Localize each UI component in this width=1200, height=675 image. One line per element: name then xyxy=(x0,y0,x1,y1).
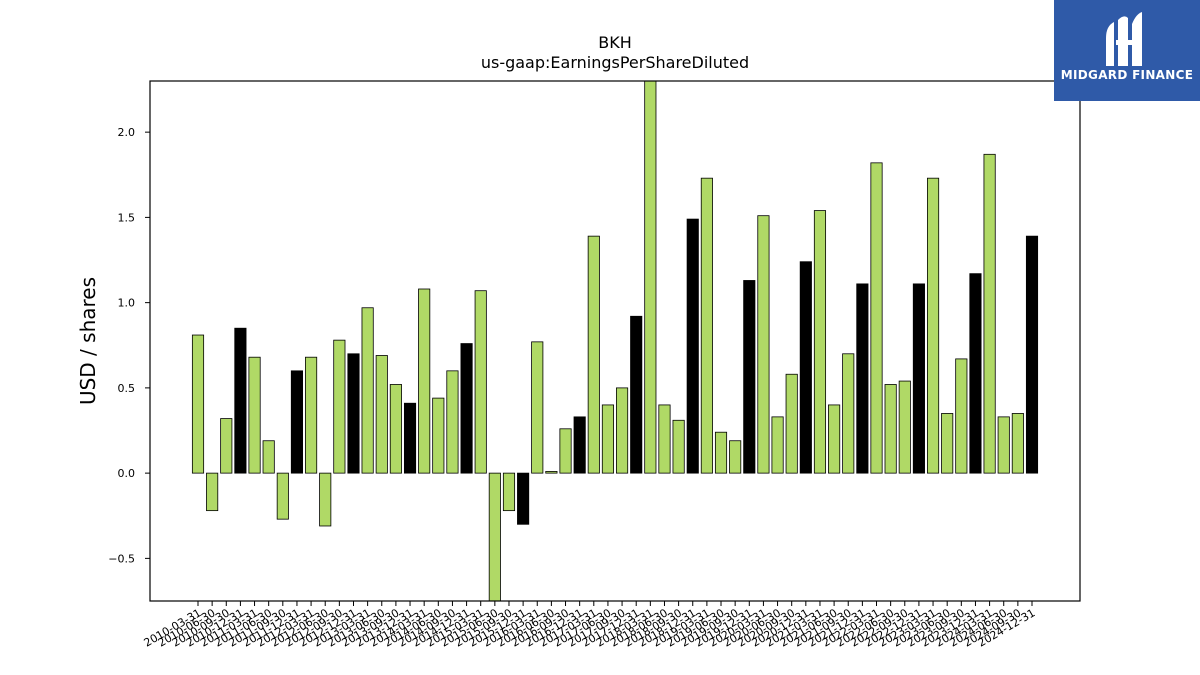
bar-2017-06-30 xyxy=(601,404,614,474)
bar-2024-09-30 xyxy=(1011,413,1024,474)
bar-2012-12-31 xyxy=(347,353,360,474)
bar-2014-12-31 xyxy=(460,343,473,474)
bar-2011-03-31 xyxy=(248,356,261,474)
y-tick-label: 1.5 xyxy=(118,211,136,224)
bar-2023-09-30 xyxy=(955,358,968,474)
bar-2019-09-30 xyxy=(729,440,742,474)
bar-2010-09-30 xyxy=(220,418,233,474)
bars-layer xyxy=(191,81,1039,601)
bar-2019-06-30 xyxy=(714,431,728,474)
bar-2011-12-31 xyxy=(290,370,304,474)
bar-2018-03-31 xyxy=(644,81,657,474)
mh-monogram-icon xyxy=(1106,12,1142,66)
y-tick-label: 0.5 xyxy=(118,382,136,395)
bar-2021-03-31 xyxy=(813,210,827,474)
bar-2024-03-31 xyxy=(983,153,996,474)
bar-2016-12-31 xyxy=(573,416,586,474)
bar-2015-12-31 xyxy=(517,472,530,525)
bar-2017-09-30 xyxy=(616,387,629,474)
y-axis-label: USD / shares xyxy=(76,277,100,405)
bar-2014-03-31 xyxy=(418,288,431,474)
bar-2013-09-30 xyxy=(389,384,402,474)
bar-2010-03-31 xyxy=(191,334,205,474)
bar-2018-12-31 xyxy=(686,218,699,474)
bar-2018-09-30 xyxy=(672,419,685,474)
logo-text: MIDGARD FINANCE xyxy=(1060,68,1194,82)
bar-2022-12-31 xyxy=(912,283,925,474)
bar-2011-09-30 xyxy=(276,472,289,520)
bar-2019-03-31 xyxy=(700,177,713,474)
bar-2023-06-30 xyxy=(941,413,954,474)
bar-2021-09-30 xyxy=(842,353,855,474)
bar-2017-03-31 xyxy=(587,235,600,474)
chart-title: BKH xyxy=(598,33,632,52)
bar-2020-03-31 xyxy=(757,215,770,474)
bar-2013-06-30 xyxy=(375,355,388,474)
plot-frame xyxy=(149,80,1081,602)
bar-2020-06-30 xyxy=(771,416,784,474)
bar-2024-06-30 xyxy=(997,416,1010,474)
bar-2019-12-31 xyxy=(743,280,756,474)
bar-2015-09-30 xyxy=(502,472,516,512)
y-tick-label: −0.5 xyxy=(108,552,135,565)
bar-2016-03-31 xyxy=(531,341,544,474)
bar-2014-06-30 xyxy=(432,397,445,474)
bar-2022-06-30 xyxy=(884,384,897,474)
bar-2016-09-30 xyxy=(559,428,572,474)
x-axis-ticks: 2010-03-312010-06-302010-09-302010-12-31… xyxy=(142,601,1038,650)
bar-2015-03-31 xyxy=(474,290,487,474)
bar-2021-06-30 xyxy=(828,404,841,474)
bar-2021-12-31 xyxy=(856,283,869,474)
y-axis-ticks: −0.5 0.0 0.5 1.0 1.5 2.0 xyxy=(108,126,150,565)
y-tick-label: 1.0 xyxy=(118,297,136,310)
midgard-finance-logo: MIDGARD FINANCE xyxy=(1054,0,1200,101)
bar-2010-12-31 xyxy=(234,327,247,474)
bar-2011-06-30 xyxy=(262,440,275,474)
bar-2014-09-30 xyxy=(446,370,459,474)
bar-2022-03-31 xyxy=(870,162,883,474)
bar-2023-12-31 xyxy=(969,273,982,474)
bar-2022-09-30 xyxy=(898,380,911,474)
bar-2020-09-30 xyxy=(785,373,798,474)
bar-2012-06-30 xyxy=(319,472,332,527)
bar-2018-06-30 xyxy=(658,404,671,474)
bar-2012-03-31 xyxy=(305,356,318,474)
bar-2013-12-31 xyxy=(403,402,417,474)
bar-2020-12-31 xyxy=(799,261,812,474)
bar-2012-09-30 xyxy=(333,339,346,474)
bar-2010-06-30 xyxy=(206,472,219,512)
y-tick-label: 2.0 xyxy=(118,126,136,139)
y-tick-label: 0.0 xyxy=(118,467,136,480)
bar-2013-03-31 xyxy=(361,307,374,474)
bar-2016-06-30 xyxy=(545,471,558,474)
chart-subtitle: us-gaap:EarningsPerShareDiluted xyxy=(481,53,749,72)
bar-2017-12-31 xyxy=(630,315,643,474)
bar-2015-06-30 xyxy=(488,472,501,601)
bar-2024-12-31 xyxy=(1025,235,1039,474)
bar-2023-03-31 xyxy=(927,177,940,474)
